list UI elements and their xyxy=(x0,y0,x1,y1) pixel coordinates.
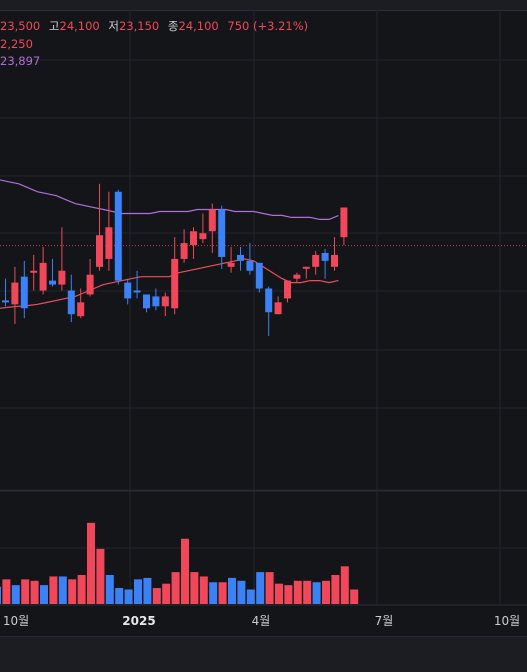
candle-body xyxy=(321,252,329,261)
candle-body xyxy=(86,274,94,295)
volume-bar xyxy=(228,577,236,604)
low-label: 저 xyxy=(108,19,119,33)
open-value: 23,500 xyxy=(0,19,41,33)
candle-body xyxy=(124,282,132,299)
candle-body xyxy=(237,254,244,261)
ma-short-line xyxy=(0,258,339,309)
volume-bar xyxy=(265,572,274,604)
candle-body xyxy=(227,262,235,267)
volume-bar xyxy=(21,579,30,604)
top-toolbar xyxy=(0,0,527,11)
volume-bar xyxy=(11,585,20,604)
bottom-toolbar xyxy=(0,636,527,672)
candle-body xyxy=(152,296,160,307)
candle-body xyxy=(274,302,282,315)
volume-bar xyxy=(322,580,330,604)
candle-body xyxy=(20,276,28,309)
candle-body xyxy=(293,274,301,279)
candle-body xyxy=(105,227,113,259)
volume-bar xyxy=(331,575,340,604)
volume-bar xyxy=(162,583,171,604)
volume-bar xyxy=(30,580,39,604)
volume-bar xyxy=(171,572,180,604)
x-axis-tick-label: 10월 xyxy=(494,614,520,628)
volume-bar xyxy=(350,589,359,604)
high-label: 고 xyxy=(48,19,60,33)
volume-bar xyxy=(218,582,227,604)
volume-bar xyxy=(293,580,302,604)
volume-bar xyxy=(246,589,255,604)
candle-body xyxy=(77,302,85,317)
candle-body xyxy=(312,254,320,267)
candle-body xyxy=(133,290,141,293)
candle-body xyxy=(67,290,75,315)
candle-body xyxy=(58,270,66,285)
x-axis-tick-label: 10월 xyxy=(3,614,29,628)
candle-body xyxy=(199,233,207,240)
candle-body xyxy=(265,288,273,313)
volume-bar xyxy=(275,583,283,604)
x-axis-tick-label: 7월 xyxy=(375,614,394,628)
volume-bar xyxy=(40,585,48,604)
volume-bar xyxy=(115,588,124,604)
volume-bar xyxy=(256,572,265,604)
candle-body xyxy=(161,296,169,307)
candlestick-chart[interactable]: 10월 2025 4월 7월 10월 xyxy=(0,0,527,636)
volume-bar xyxy=(0,586,1,604)
candle-body xyxy=(11,282,19,305)
volume-bar xyxy=(143,577,152,604)
candle-body xyxy=(284,280,291,299)
volume-bar xyxy=(199,576,208,604)
volume-bar xyxy=(124,589,133,604)
volume-bar xyxy=(303,580,312,604)
volume-bar xyxy=(152,588,161,604)
volume-bar xyxy=(237,580,246,604)
volume-bar xyxy=(312,582,321,604)
volume-bar xyxy=(49,576,58,604)
close-value: 24,100 xyxy=(178,19,219,33)
volume-bar xyxy=(87,522,95,604)
candle-body xyxy=(208,209,216,232)
volume-bar xyxy=(96,548,105,604)
candle-body xyxy=(2,300,9,303)
candle-body xyxy=(340,207,348,238)
candle-body xyxy=(255,262,263,289)
volume-bar xyxy=(77,575,86,604)
candle-body xyxy=(30,270,38,273)
ma-long-legend: 23,897 xyxy=(0,54,41,68)
volume-bar xyxy=(134,579,142,604)
ma-long-line xyxy=(0,179,339,220)
candle-body xyxy=(49,280,56,285)
high-value: 24,100 xyxy=(59,19,100,33)
volume-bar xyxy=(181,538,189,604)
volume-bar xyxy=(2,579,11,604)
candle-body xyxy=(171,258,179,309)
ohlc-legend: 23,500 고24,100 저23,150 종24,100 750 (+3.2… xyxy=(0,19,308,33)
close-label: 종 xyxy=(167,19,179,33)
candle-body xyxy=(96,235,103,267)
low-value: 23,150 xyxy=(119,19,160,33)
volume-bar xyxy=(68,579,77,604)
x-axis-tick-label: 2025 xyxy=(122,614,155,628)
candle-body xyxy=(180,243,188,259)
volume-bar xyxy=(190,572,199,604)
candle-body xyxy=(143,294,150,309)
candle-body xyxy=(331,254,338,267)
volume-bar xyxy=(340,566,349,604)
volume-bar xyxy=(209,582,218,604)
candle-body xyxy=(190,231,197,246)
volume-bar xyxy=(284,585,293,604)
volume-bar xyxy=(105,575,114,604)
ma-short-legend: 2,250 xyxy=(0,37,33,51)
candle-body xyxy=(39,262,47,291)
candle-body xyxy=(114,191,122,281)
x-axis-tick-label: 4월 xyxy=(252,614,271,628)
candle-body xyxy=(302,266,310,269)
change-value: 750 (+3.21%) xyxy=(227,19,309,33)
volume-bar xyxy=(58,576,67,604)
candle-body xyxy=(246,260,254,271)
candle-body xyxy=(218,209,226,257)
